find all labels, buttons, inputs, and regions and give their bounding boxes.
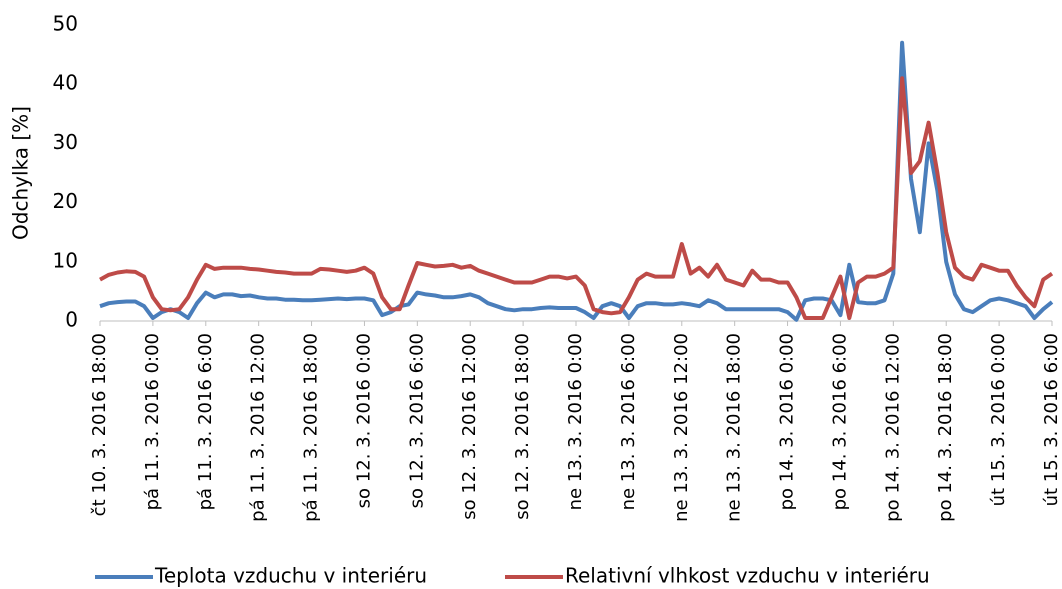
y-tick-label: 50 [53, 12, 78, 36]
x-tick-label: pá 11. 3. 2016 12:00 [248, 333, 269, 522]
x-tick-label: pá 11. 3. 2016 18:00 [301, 333, 322, 522]
x-tick-label: út 15. 3. 2016 6:00 [1041, 333, 1062, 506]
x-tick-label: so 12. 3. 2016 12:00 [459, 333, 480, 520]
x-tick-label: so 12. 3. 2016 18:00 [512, 333, 533, 520]
x-tick-label: čt 10. 3. 2016 18:00 [89, 333, 110, 516]
y-tick-label: 20 [53, 189, 78, 213]
x-tick-label: pá 11. 3. 2016 0:00 [142, 333, 163, 510]
legend-label: Teplota vzduchu v interiéru [154, 564, 427, 588]
y-tick-label: 40 [53, 71, 78, 95]
x-tick-label: so 12. 3. 2016 6:00 [406, 333, 427, 508]
x-tick-label: ne 13. 3. 2016 12:00 [671, 333, 692, 522]
y-axis-label: Odchylka [%] [9, 106, 33, 240]
y-tick-label: 0 [65, 308, 78, 332]
x-tick-label: pá 11. 3. 2016 6:00 [195, 333, 216, 510]
x-tick-label: út 15. 3. 2016 0:00 [988, 333, 1009, 506]
series-line [99, 40, 1054, 322]
x-tick-label: ne 13. 3. 2016 0:00 [565, 333, 586, 510]
x-tick-label: po 14. 3. 2016 12:00 [882, 333, 903, 522]
y-tick-label: 10 [53, 248, 78, 272]
legend-label: Relativní vlhkost vzduchu v interiéru [565, 564, 930, 588]
x-tick-label: ne 13. 3. 2016 18:00 [724, 333, 745, 522]
x-tick-label: po 14. 3. 2016 0:00 [777, 333, 798, 510]
x-tick-label: ne 13. 3. 2016 6:00 [618, 333, 639, 510]
x-tick-label: po 14. 3. 2016 18:00 [935, 333, 956, 522]
series-line [99, 76, 1054, 320]
x-tick-label: po 14. 3. 2016 6:00 [829, 333, 850, 510]
x-tick-label: so 12. 3. 2016 0:00 [353, 333, 374, 508]
y-tick-label: 30 [53, 130, 78, 154]
